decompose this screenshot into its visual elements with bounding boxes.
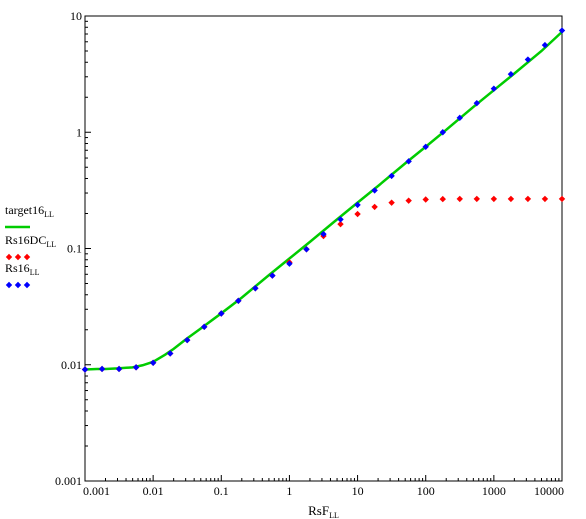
- marker-Rs16: [183, 336, 191, 344]
- marker-Rs16DC: [473, 195, 481, 203]
- marker-Rs16: [524, 56, 532, 63]
- marker-Rs16DC: [490, 195, 498, 203]
- marker-Rs16: [558, 27, 566, 34]
- legend-swatch-marker: [5, 253, 13, 261]
- series-line-target16: [84, 30, 563, 371]
- marker-Rs16DC: [422, 196, 429, 203]
- legend-label: Rs16DCLL: [5, 233, 56, 249]
- y-tick-label: 1: [76, 125, 82, 139]
- marker-Rs16: [252, 285, 259, 292]
- marker-Rs16: [337, 216, 344, 223]
- x-tick-label: 10: [352, 484, 364, 498]
- marker-Rs16DC: [388, 199, 395, 206]
- legend-label: Rs16LL: [5, 261, 40, 277]
- marker-Rs16: [439, 129, 446, 136]
- x-axis-title-sub: LL: [329, 511, 339, 519]
- x-axis-title-main: RsF: [308, 503, 329, 518]
- marker-Rs16DC: [524, 195, 532, 203]
- x-tick-label: 0.001: [83, 484, 110, 498]
- legend-label: target16LL: [5, 203, 54, 219]
- marker-Rs16DC: [439, 195, 446, 203]
- marker-Rs16: [201, 323, 208, 331]
- marker-Rs16DC: [507, 195, 515, 203]
- marker-Rs16DC: [337, 220, 344, 228]
- marker-Rs16: [473, 99, 481, 107]
- y-tick-label: 0.1: [67, 242, 82, 256]
- legend-label-main: target16: [5, 203, 44, 217]
- marker-Rs16: [320, 230, 327, 238]
- marker-Rs16DC: [558, 195, 566, 203]
- marker-Rs16: [507, 70, 515, 78]
- marker-Rs16: [235, 297, 242, 304]
- legend-label-sub: LL: [30, 268, 40, 277]
- marker-Rs16: [541, 41, 549, 49]
- marker-Rs16: [149, 359, 157, 366]
- x-tick-label: 0.01: [143, 484, 164, 498]
- legend-label-sub: LL: [44, 210, 54, 219]
- marker-Rs16: [81, 366, 89, 373]
- marker-Rs16: [422, 143, 429, 150]
- legend-label-main: Rs16: [5, 261, 30, 275]
- marker-Rs16DC: [405, 197, 412, 204]
- marker-Rs16: [456, 114, 463, 122]
- marker-Rs16: [388, 172, 395, 180]
- marker-Rs16DC: [371, 203, 378, 211]
- y-axis-ticks: 0.001 0.01 0.1 1 10: [55, 9, 91, 488]
- marker-Rs16DC: [541, 195, 549, 203]
- marker-Rs16: [354, 201, 361, 209]
- y-tick-label: 0.001: [55, 474, 82, 488]
- series-layer: [81, 27, 566, 373]
- legend-swatch-marker: [5, 281, 13, 289]
- legend-swatch-marker: [14, 253, 22, 261]
- marker-Rs16: [269, 272, 276, 279]
- x-tick-label: 10000: [534, 484, 564, 498]
- x-tick-label: 0.1: [214, 484, 229, 498]
- marker-Rs16: [218, 310, 225, 317]
- marker-Rs16: [167, 350, 174, 357]
- x-axis-ticks: 0.001 0.01 0.1 1 10 100 1000 10000: [83, 475, 564, 498]
- legend-swatch-marker: [23, 253, 31, 261]
- x-tick-label: 100: [417, 484, 435, 498]
- marker-Rs16: [98, 365, 106, 373]
- marker-Rs16: [405, 158, 412, 165]
- y-tick-label: 0.01: [61, 358, 82, 372]
- y-tick-label: 10: [70, 9, 82, 23]
- marker-Rs16DC: [456, 195, 463, 203]
- marker-Rs16DC: [354, 210, 361, 218]
- x-tick-label: 1000: [482, 484, 506, 498]
- x-tick-label: 1: [286, 484, 292, 498]
- marker-Rs16: [490, 85, 498, 92]
- plot-area: [84, 15, 563, 482]
- legend-label-main: Rs16DC: [5, 233, 46, 247]
- legend-label-sub: LL: [46, 240, 56, 249]
- marker-Rs16: [286, 260, 293, 267]
- legend-swatch-marker: [23, 281, 31, 289]
- plot-border: [84, 15, 563, 482]
- marker-Rs16: [132, 364, 140, 371]
- marker-Rs16: [303, 246, 310, 253]
- marker-Rs16: [115, 365, 123, 373]
- marker-Rs16: [371, 187, 378, 194]
- x-axis-title: RsFLL: [308, 503, 339, 519]
- legend-swatch-marker: [14, 281, 22, 289]
